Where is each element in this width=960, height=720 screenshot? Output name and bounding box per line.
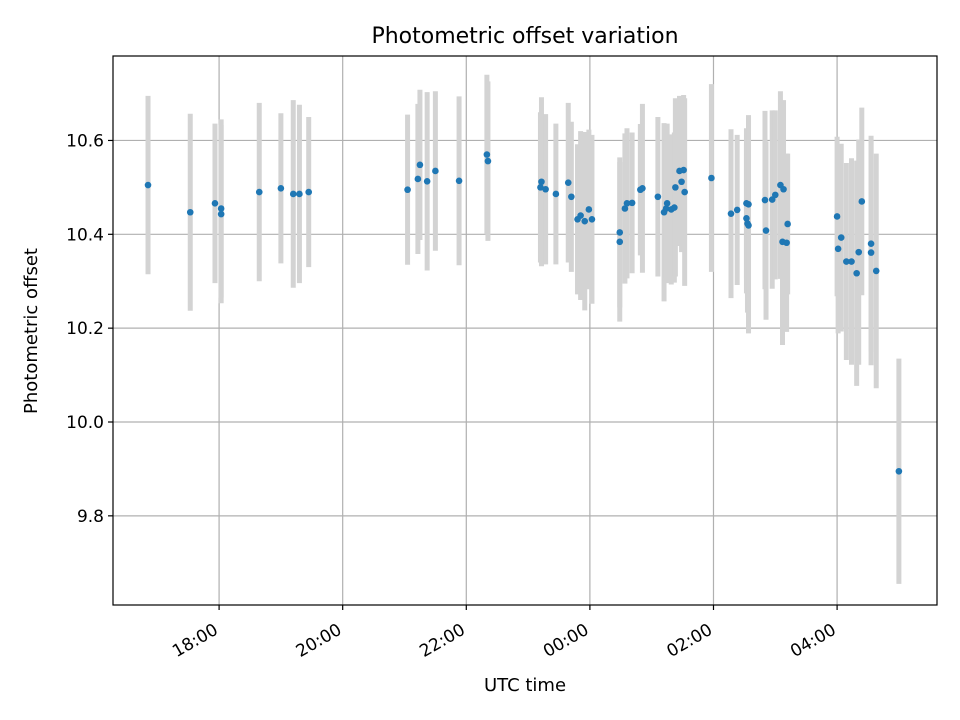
y-tick-label: 10.4 [66, 225, 104, 245]
data-point [305, 188, 313, 196]
data-point [858, 198, 866, 205]
data-point [768, 196, 776, 203]
data-point [855, 248, 863, 256]
data-point [833, 213, 841, 220]
data-point [680, 166, 687, 174]
data-point [585, 206, 593, 213]
data-point [784, 220, 791, 228]
data-point [672, 184, 679, 191]
data-points [144, 151, 903, 475]
data-point [671, 204, 678, 211]
data-point [564, 179, 572, 186]
data-point [623, 200, 631, 207]
data-point [639, 185, 646, 192]
data-point [867, 240, 875, 247]
data-point [780, 185, 787, 193]
data-point [681, 188, 688, 196]
data-point [733, 206, 741, 214]
data-point [296, 190, 303, 198]
data-point [483, 151, 491, 158]
data-point [542, 185, 549, 193]
data-point [843, 258, 850, 265]
data-point [416, 161, 424, 169]
data-point [848, 258, 855, 265]
data-point [455, 177, 463, 185]
data-point [708, 174, 715, 182]
plot-frame [112, 55, 938, 606]
data-point [745, 200, 752, 208]
data-point [621, 205, 629, 212]
data-point [552, 190, 560, 198]
chart-title: Photometric offset variation [371, 24, 678, 49]
data-point [727, 210, 735, 217]
data-point [255, 188, 263, 196]
data-point [186, 208, 194, 216]
data-point [537, 184, 544, 191]
data-point [771, 191, 779, 199]
data-point [834, 245, 842, 253]
data-point [616, 238, 624, 246]
data-point [762, 227, 770, 234]
data-point [568, 193, 575, 201]
y-axis-label: Photometric offset [21, 248, 42, 414]
data-point [217, 205, 225, 212]
data-point [289, 190, 297, 198]
data-point [662, 205, 670, 212]
data-point [654, 193, 662, 201]
data-point [616, 229, 624, 236]
data-point [745, 222, 752, 229]
data-point [404, 186, 411, 194]
data-point [538, 178, 545, 186]
data-point [423, 177, 431, 185]
x-axis-label: UTC time [484, 675, 566, 696]
data-point [484, 157, 492, 165]
y-tick-label: 9.8 [77, 507, 104, 527]
data-point [872, 267, 880, 275]
data-point [678, 178, 685, 186]
y-tick-label: 10.2 [66, 319, 104, 339]
data-point [581, 217, 589, 225]
data-point [895, 467, 903, 475]
data-point [743, 215, 750, 222]
data-point [663, 200, 671, 207]
data-point [432, 167, 439, 175]
data-point [837, 234, 845, 241]
data-point [628, 199, 636, 207]
data-point [211, 200, 219, 207]
data-point [783, 239, 790, 247]
data-point [588, 215, 596, 223]
data-point [217, 210, 225, 218]
data-point [277, 185, 285, 192]
y-tick-label: 10.6 [66, 131, 104, 151]
data-point [853, 269, 860, 277]
data-point [414, 175, 422, 183]
data-point [577, 212, 584, 219]
data-point [867, 249, 875, 256]
data-point [144, 181, 152, 189]
y-tick-label: 10.0 [66, 413, 104, 433]
data-point [761, 196, 769, 204]
